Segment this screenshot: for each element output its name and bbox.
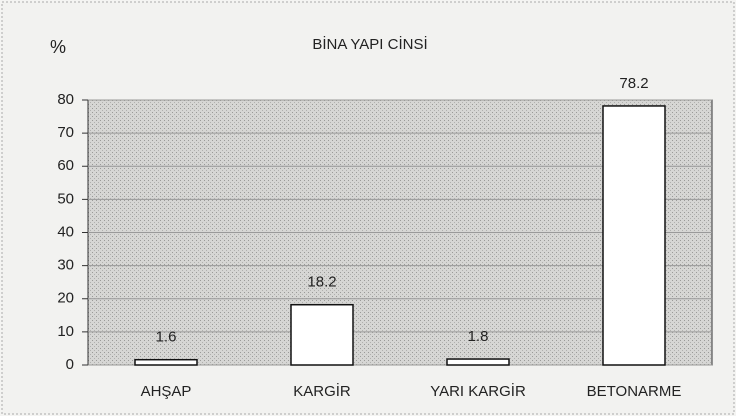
y-tick-label: 80: [57, 91, 74, 108]
data-label: 1.8: [468, 328, 489, 345]
bar: [602, 105, 666, 366]
y-tick-label: 50: [57, 190, 74, 207]
x-tick-label: YARI KARGİR: [430, 382, 526, 400]
bar: [446, 358, 510, 366]
data-label: 78.2: [619, 75, 648, 92]
y-tick-label: 40: [57, 223, 74, 240]
y-axis-label: %: [50, 37, 66, 57]
x-tick-label: BETONARME: [587, 383, 682, 400]
chart-title: BİNA YAPI CİNSİ: [312, 35, 427, 53]
y-tick-label: 30: [57, 257, 74, 274]
y-tick-label: 10: [57, 323, 74, 340]
bar: [134, 358, 198, 366]
x-tick-label: KARGİR: [293, 382, 351, 400]
y-tick-label: 70: [57, 124, 74, 141]
y-tick-label: 0: [66, 356, 74, 373]
y-tick-label: 20: [57, 290, 74, 307]
bar: [290, 303, 354, 366]
x-tick-label: AHŞAP: [141, 383, 192, 400]
data-label: 18.2: [307, 274, 336, 291]
y-tick-label: 60: [57, 157, 74, 174]
data-label: 1.6: [156, 329, 177, 346]
